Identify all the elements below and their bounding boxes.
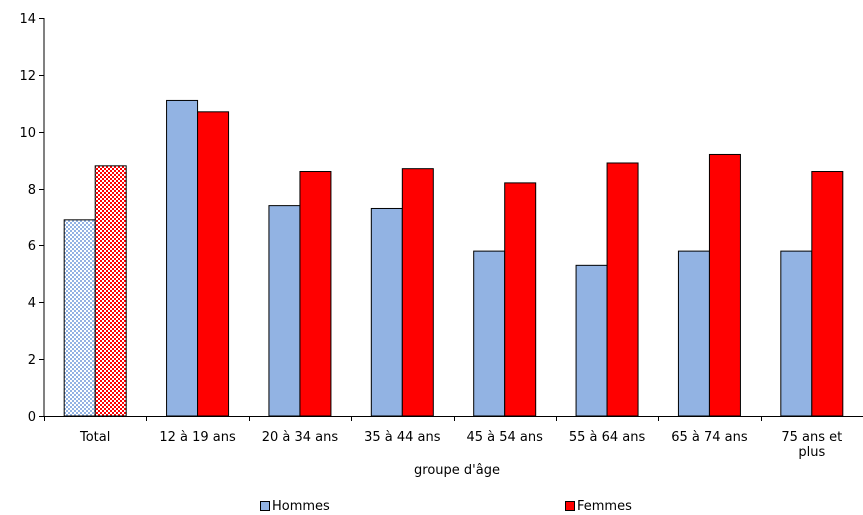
bar-hommes: [268, 205, 301, 417]
bar-hommes: [370, 207, 403, 417]
category-labels: Total 12 à 19 ans 20 à 34 ans 35 à 44 ans 45…: [79, 430, 842, 460]
bar-hommes: [780, 250, 813, 417]
y-tick-label: 0: [28, 410, 36, 425]
bar-femmes: [401, 168, 434, 417]
x-axis-title: groupe d'âge: [414, 463, 500, 478]
x-tick-label: 35 à 44 ans: [364, 430, 441, 445]
y-tick-label: 14: [19, 12, 36, 27]
bar-femmes: [299, 171, 332, 417]
legend-label-hommes: Hommes: [272, 498, 330, 514]
bar-femmes: [708, 153, 741, 417]
y-tick-label: 6: [28, 239, 36, 254]
x-tick-label: 45 à 54 ans: [466, 430, 543, 445]
x-tick-label: 55 à 64 ans: [569, 430, 646, 445]
y-tick-label: 12: [19, 69, 36, 84]
bar-hommes: [473, 250, 506, 417]
legend-label-femmes: Femmes: [577, 498, 632, 514]
chart: 0 2 4 6 8 10 12 14 Total 12 à 19 ans 20 à 34 ans 3…: [19, 12, 863, 478]
y-tick-label: 8: [28, 183, 36, 198]
bar-hommes: [63, 219, 96, 417]
bars: [63, 99, 844, 417]
y-tick-label: 10: [19, 126, 36, 141]
bar-femmes: [504, 182, 537, 417]
legend-item-femmes: Femmes: [565, 498, 632, 514]
bar-femmes: [94, 165, 127, 417]
bar-hommes: [575, 264, 608, 417]
y-axis: 0 2 4 6 8 10 12 14: [19, 12, 45, 425]
bar-hommes: [166, 99, 199, 417]
bar-femmes: [606, 162, 639, 417]
x-tick-label: Total: [79, 430, 110, 445]
y-tick-label: 2: [28, 353, 36, 368]
bar-hommes: [677, 250, 710, 417]
bar-femmes: [811, 171, 844, 417]
hommes-swatch: [260, 501, 270, 511]
x-tick-label: 20 à 34 ans: [262, 430, 339, 445]
y-tick-label: 4: [28, 296, 36, 311]
x-tick-label: 65 à 74 ans: [671, 430, 748, 445]
x-axis: [44, 416, 863, 421]
x-tick-label: 75 ans et plus: [781, 430, 842, 460]
x-tick-label: 12 à 19 ans: [159, 430, 236, 445]
bar-femmes: [197, 111, 230, 417]
femmes-swatch: [565, 501, 575, 511]
legend-item-hommes: Hommes: [260, 498, 330, 514]
